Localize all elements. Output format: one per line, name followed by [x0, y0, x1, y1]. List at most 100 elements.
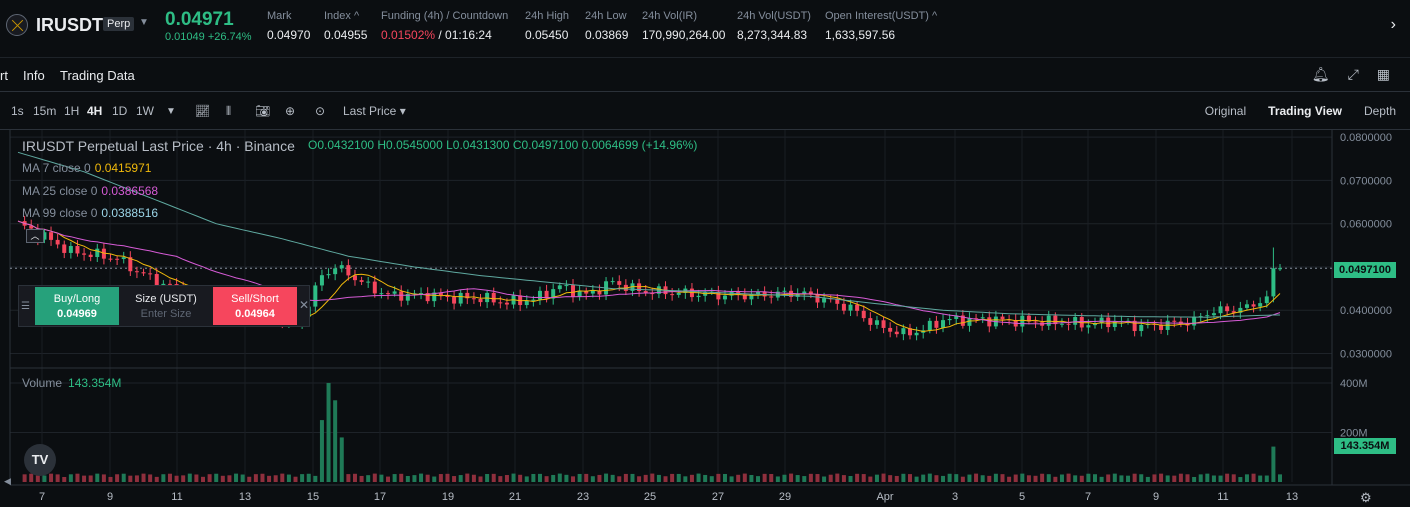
candle-body: [1092, 323, 1097, 326]
candle-body: [524, 300, 529, 306]
grid-icon[interactable]: ▦: [1376, 66, 1390, 82]
candle-body: [716, 291, 721, 300]
volume-bar: [1007, 476, 1012, 482]
volume-bar: [676, 473, 681, 482]
volume-bar: [584, 473, 589, 482]
volume-bar: [610, 474, 615, 482]
buy-long-button[interactable]: Buy/Long 0.04969: [35, 287, 119, 325]
x-tick-label: 9: [107, 491, 113, 503]
volume-bar: [1059, 474, 1064, 482]
candle-body: [1073, 317, 1078, 325]
candle-body: [359, 280, 364, 282]
x-tick-label: 3: [952, 491, 958, 503]
volume-bar: [537, 473, 542, 482]
x-tick-label: 23: [577, 491, 589, 503]
candle-body: [82, 253, 87, 255]
volume-bar: [921, 474, 926, 482]
size-input[interactable]: Size (USDT) Enter Size: [135, 293, 197, 320]
view-trading-view[interactable]: Trading View: [1268, 104, 1342, 118]
volume-bar: [934, 475, 939, 482]
symbol-name[interactable]: IRUSDT: [36, 15, 103, 35]
x-tick-label: 27: [712, 491, 724, 503]
interval-4h[interactable]: 4H: [87, 104, 103, 118]
interval-1h[interactable]: 1H: [64, 104, 80, 118]
candle-body: [128, 257, 133, 272]
volume-bar: [881, 473, 886, 482]
candle-body: [62, 244, 67, 253]
candle-body: [1152, 323, 1157, 325]
settings-circle-icon[interactable]: ⊙: [315, 104, 326, 118]
volume-bar: [967, 474, 972, 482]
scroll-left-icon[interactable]: ◀: [4, 476, 11, 486]
stat-funding: Funding (4h) / Countdown 0.01502% / 01:1…: [381, 10, 509, 42]
candle-body: [1106, 317, 1111, 328]
volume-bar: [167, 473, 172, 482]
stat-index[interactable]: Index ^ 0.04955: [324, 10, 368, 42]
ma25-legend: MA 25 close 0 0.0386568: [22, 184, 159, 198]
volume-tag: 143.354M: [1334, 438, 1396, 454]
candle-body: [392, 291, 397, 294]
candle-body: [564, 285, 569, 287]
chevron-right-icon[interactable]: ›: [1390, 16, 1396, 33]
last-price: 0.04971: [165, 9, 234, 30]
interval-1d[interactable]: 1D: [112, 104, 128, 118]
add-icon[interactable]: ⊕: [285, 104, 296, 118]
indicator-icon[interactable]: 📈︎: [195, 104, 211, 118]
tradingview-logo[interactable]: TV: [24, 444, 56, 476]
volume-bar: [101, 474, 106, 482]
candle-body: [1053, 315, 1058, 325]
tab-chart[interactable]: rt: [0, 68, 8, 83]
candle-body: [676, 292, 681, 295]
interval-1w[interactable]: 1W: [136, 104, 154, 118]
price-type-select[interactable]: Last Price ▾: [343, 104, 406, 118]
candle-body: [465, 292, 470, 299]
tab-trading-data[interactable]: Trading Data: [60, 68, 135, 83]
sell-short-button[interactable]: Sell/Short 0.04964: [213, 287, 297, 325]
volume-bar: [399, 473, 404, 482]
view-original[interactable]: Original: [1204, 104, 1247, 118]
chart-toolbar: 1s 15m 1H 4H 1D 1W ▼ 📈︎ ⫴ 📷︎ ⊕ ⊙ Last Pr…: [0, 92, 1410, 130]
candle-type-icon[interactable]: ⫴: [226, 104, 232, 118]
drag-handle-icon[interactable]: ☰: [21, 301, 30, 312]
volume-bar: [220, 475, 225, 482]
interval-1s[interactable]: 1s: [11, 104, 24, 118]
volume-bar: [319, 420, 324, 482]
candle-body: [29, 225, 34, 229]
close-icon[interactable]: ✕: [299, 298, 310, 312]
candle-body: [108, 258, 113, 260]
gear-icon[interactable]: ⚙︎: [1360, 490, 1372, 505]
view-depth[interactable]: Depth: [1363, 104, 1396, 118]
volume-bar: [1231, 474, 1236, 482]
volume-bar: [286, 474, 291, 482]
x-tick-label: 11: [171, 491, 182, 503]
bell-icon[interactable]: 🔔︎: [1311, 66, 1330, 82]
chevron-up-icon[interactable]: ︿: [26, 229, 44, 243]
y-tick-label: 0.0800000: [1340, 132, 1392, 144]
volume-bar: [835, 473, 840, 482]
volume-bar: [458, 475, 463, 482]
volume-bar: [1152, 474, 1157, 482]
camera-icon[interactable]: 📷︎: [255, 104, 271, 118]
candle-body: [1112, 320, 1117, 328]
chart-legend-ohlc: O0.0432100 H0.0545000 L0.0431300 C0.0497…: [308, 138, 698, 152]
tab-info[interactable]: Info: [23, 68, 45, 83]
candle-body: [577, 290, 582, 298]
candle-body: [808, 291, 813, 295]
expand-icon[interactable]: ⤢: [1347, 66, 1359, 82]
volume-bar: [1244, 474, 1249, 482]
candle-body: [1278, 268, 1282, 270]
candle-body: [88, 254, 93, 258]
volume-bar: [273, 475, 278, 482]
volume-bar: [134, 475, 139, 482]
volume-bar: [861, 474, 866, 482]
volume-bar: [293, 476, 298, 482]
y-tick-label: 0.0700000: [1340, 175, 1392, 187]
volume-bar: [650, 473, 655, 482]
chevron-down-icon[interactable]: ▼: [139, 17, 149, 28]
volume-bar: [822, 476, 827, 482]
stat-open-interest[interactable]: Open Interest(USDT) ^ 1,633,597.56: [825, 10, 938, 42]
interval-more-icon[interactable]: ▼: [166, 106, 176, 117]
interval-15m[interactable]: 15m: [33, 104, 57, 118]
candle-body: [419, 293, 424, 295]
price-chart[interactable]: 0.08000000.07000000.06000000.05000000.04…: [0, 130, 1410, 507]
